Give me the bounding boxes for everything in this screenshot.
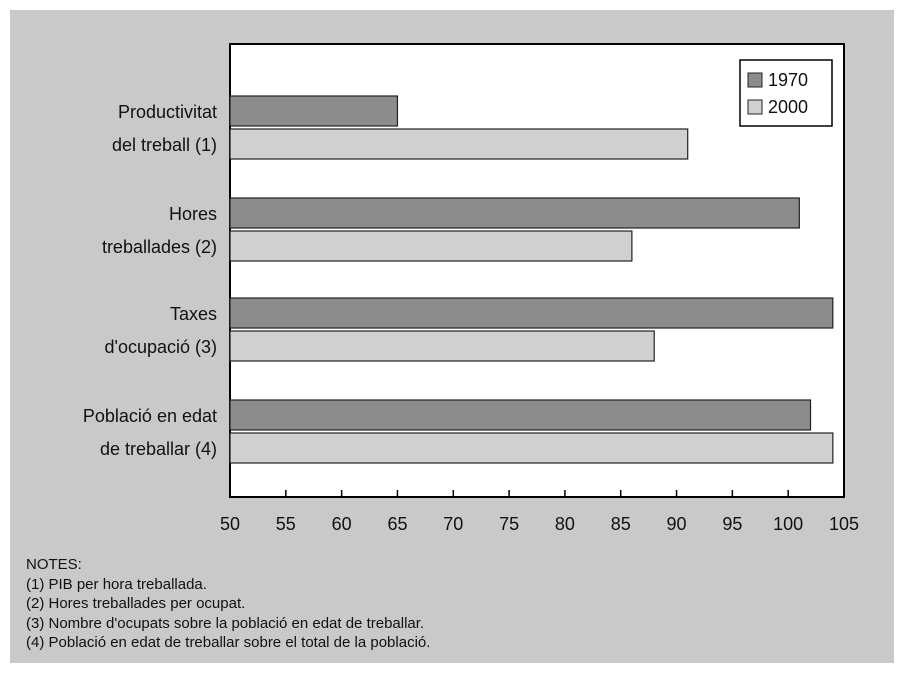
x-tick-label-65: 65 — [387, 514, 407, 534]
x-tick-label-95: 95 — [722, 514, 742, 534]
x-tick-label-105: 105 — [829, 514, 859, 534]
note-item-3: (3) Nombre d'ocupats sobre la població e… — [26, 614, 425, 632]
bar-chart: Productivitat del treball (1) Hores treball… — [83, 43, 859, 534]
category-label-2-line-1: Hores — [169, 204, 217, 224]
bar-1-1970 — [229, 95, 399, 127]
x-tick-label-85: 85 — [611, 514, 631, 534]
x-tick-label-60: 60 — [332, 514, 352, 534]
bar-3-2000 — [229, 330, 655, 362]
x-tick-label-80: 80 — [555, 514, 575, 534]
x-tick-label-75: 75 — [499, 514, 519, 534]
bar-3-1970 — [229, 297, 834, 329]
legend-label-2000: 2000 — [768, 97, 808, 117]
legend-box — [739, 59, 833, 127]
category-label-1-line-2: del treball (1) — [112, 135, 217, 155]
note-item-2: (2) Hores treballades per ocupat. — [26, 595, 246, 612]
category-label-1-line-1: Productivitat — [118, 102, 217, 122]
category-label-4-line-2: de treballar (4) — [100, 439, 217, 459]
note-item-4: (4) Població en edat de treballar sobre … — [26, 634, 431, 651]
x-tick-label-100: 100 — [773, 514, 803, 534]
category-label-3-line-2: d'ocupació (3) — [105, 337, 218, 357]
bar-2-2000 — [229, 230, 633, 262]
notes-block: NOTES: (1) PIB per hora treballada. (2) … — [26, 555, 430, 653]
figure-panel: Productivitat del treball (1) Hores treball… — [10, 10, 894, 663]
x-tick-label-90: 90 — [667, 514, 687, 534]
legend-swatch-1970 — [747, 72, 763, 88]
note-item-1: (1) PIB per hora treballada. — [26, 575, 207, 593]
x-tick-label-50: 50 — [220, 514, 240, 534]
bar-4-2000 — [229, 432, 834, 464]
bar-2-1970 — [229, 197, 800, 229]
category-label-2-line-2: treballades (2) — [102, 237, 217, 257]
legend-swatch-2000 — [747, 99, 763, 115]
bar-4-1970 — [229, 399, 812, 431]
category-label-3-line-1: Taxes — [170, 304, 217, 324]
notes-heading: NOTES: — [26, 556, 82, 573]
category-label-4-line-1: Població en edat — [83, 406, 217, 426]
x-tick-label-55: 55 — [276, 514, 296, 534]
bar-1-2000 — [229, 128, 689, 160]
legend-label-1970: 1970 — [768, 70, 808, 90]
x-tick-label-70: 70 — [443, 514, 463, 534]
